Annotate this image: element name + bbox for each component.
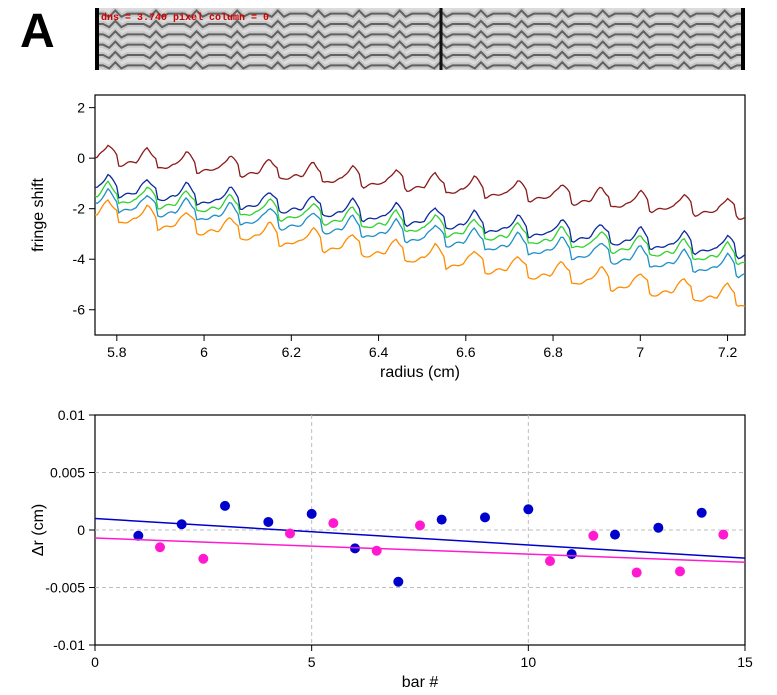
svg-text:-2: -2 xyxy=(73,201,86,217)
svg-text:6.4: 6.4 xyxy=(369,344,389,360)
panel-c-chart: 0 5 10 15 -0.01 -0.005 0 0.005 0.01 bar # Δr (cm) xyxy=(25,405,765,695)
panel-c-point xyxy=(610,530,620,540)
panel-c-point xyxy=(718,530,728,540)
svg-text:0: 0 xyxy=(77,522,85,538)
panel-c-point xyxy=(372,546,382,556)
panel-b-chart: 5.8 6 6.2 6.4 6.6 6.8 7 7.2 -6 -4 -2 0 2 radius (cm) f… xyxy=(25,85,765,385)
panel-c-point xyxy=(480,512,490,522)
panel-c-point xyxy=(155,542,165,552)
panel-c-point xyxy=(632,568,642,578)
svg-text:0: 0 xyxy=(91,654,99,670)
panel-c-point xyxy=(415,520,425,530)
svg-text:6: 6 xyxy=(200,344,208,360)
svg-text:10: 10 xyxy=(521,654,537,670)
panel-a-image: dns = 3.740 pixel column = 0 xyxy=(95,8,745,70)
panel-c-ylabel: Δr (cm) xyxy=(30,504,47,556)
svg-text:-0.01: -0.01 xyxy=(53,637,85,653)
svg-text:7: 7 xyxy=(636,344,644,360)
panel-c-point xyxy=(220,501,230,511)
svg-text:6.8: 6.8 xyxy=(543,344,563,360)
svg-text:0: 0 xyxy=(77,150,85,166)
panel-c-point xyxy=(567,549,577,559)
panel-c-point xyxy=(437,515,447,525)
svg-text:5: 5 xyxy=(308,654,316,670)
panel-c-point xyxy=(393,577,403,587)
panel-b-ylabel: fringe shift xyxy=(30,178,47,252)
panel-c-point xyxy=(523,504,533,514)
panel-c-point xyxy=(307,509,317,519)
svg-text:7.2: 7.2 xyxy=(718,344,738,360)
svg-text:-0.005: -0.005 xyxy=(45,580,85,596)
panel-a-label: A xyxy=(20,8,55,56)
panel-a-overlay-text: dns = 3.740 pixel column = 0 xyxy=(101,12,269,24)
svg-text:5.8: 5.8 xyxy=(107,344,127,360)
svg-text:6.2: 6.2 xyxy=(282,344,302,360)
panel-c-point xyxy=(198,554,208,564)
panel-c-point xyxy=(675,566,685,576)
svg-text:0.01: 0.01 xyxy=(58,407,85,423)
panel-c-point xyxy=(697,508,707,518)
panel-c-point xyxy=(285,528,295,538)
panel-c-point xyxy=(588,531,598,541)
panel-c-point xyxy=(653,523,663,533)
svg-text:-4: -4 xyxy=(73,251,86,267)
panel-b-xlabel: radius (cm) xyxy=(380,364,460,381)
svg-text:6.6: 6.6 xyxy=(456,344,476,360)
panel-c-point xyxy=(177,519,187,529)
panel-c-point xyxy=(263,517,273,527)
svg-text:15: 15 xyxy=(737,654,753,670)
svg-text:2: 2 xyxy=(77,100,85,116)
svg-text:-6: -6 xyxy=(73,302,86,318)
panel-c-xlabel: bar # xyxy=(402,674,439,691)
svg-text:0.005: 0.005 xyxy=(50,465,85,481)
panel-c-point xyxy=(545,556,555,566)
panel-c-point xyxy=(328,518,338,528)
